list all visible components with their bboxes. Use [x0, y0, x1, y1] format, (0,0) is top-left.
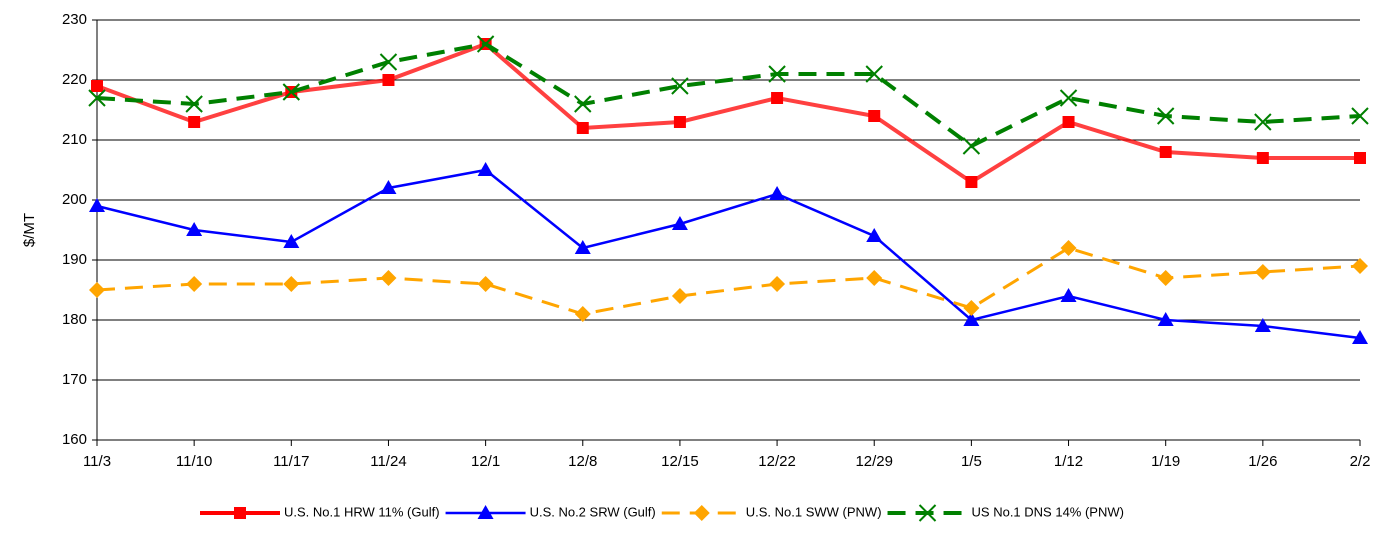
- marker: [1254, 113, 1272, 131]
- x-tick-label: 11/24: [370, 453, 406, 470]
- y-axis-label: $/MT: [21, 213, 38, 247]
- marker: [1254, 264, 1271, 280]
- marker: [477, 276, 494, 292]
- marker: [477, 162, 494, 176]
- marker: [1254, 318, 1271, 332]
- marker: [380, 180, 397, 194]
- marker: [866, 270, 883, 286]
- marker: [1156, 107, 1175, 125]
- marker: [89, 198, 105, 212]
- marker: [866, 228, 883, 242]
- marker: [1060, 288, 1077, 302]
- marker: [91, 80, 103, 92]
- x-tick-label: 1/19: [1151, 453, 1180, 470]
- y-tick-label: 160: [62, 431, 87, 448]
- marker: [673, 116, 686, 128]
- marker: [963, 312, 980, 326]
- marker: [477, 505, 494, 519]
- marker: [965, 176, 978, 188]
- x-tick-label: 11/10: [176, 453, 212, 470]
- marker: [283, 276, 300, 292]
- x-tick-label: 12/29: [855, 453, 893, 470]
- x-tick-label: 11/3: [83, 453, 111, 470]
- series-line: [96, 168, 1361, 340]
- x-tick-label: 12/1: [471, 453, 500, 470]
- x-tick-label: 1/26: [1248, 453, 1277, 470]
- marker: [1256, 152, 1269, 164]
- y-tick-label: 230: [62, 11, 87, 28]
- y-tick-label: 210: [62, 131, 87, 148]
- marker: [382, 74, 395, 86]
- y-tick-label: 190: [62, 251, 87, 268]
- marker: [671, 288, 688, 304]
- marker: [1157, 270, 1174, 286]
- marker: [574, 95, 592, 113]
- marker: [282, 83, 301, 101]
- x-tick-label: 12/22: [758, 453, 796, 470]
- marker: [1352, 330, 1368, 344]
- marker: [283, 234, 300, 248]
- y-tick-label: 200: [62, 191, 87, 208]
- marker: [769, 186, 786, 200]
- legend-label: U.S. No.1 SWW (PNW): [746, 504, 882, 519]
- marker: [574, 240, 591, 254]
- marker: [769, 276, 786, 292]
- marker: [1059, 89, 1078, 107]
- marker: [671, 216, 688, 230]
- legend-item: US No.1 DNS 14% (PNW): [887, 504, 1124, 522]
- marker: [868, 110, 881, 122]
- marker: [865, 65, 883, 83]
- marker: [962, 137, 981, 155]
- marker: [963, 300, 980, 316]
- marker: [1351, 107, 1369, 125]
- marker: [379, 53, 398, 71]
- legend-label: U.S. No.1 HRW 11% (Gulf): [284, 504, 440, 519]
- marker: [476, 35, 495, 53]
- marker: [1157, 312, 1174, 326]
- legend-item: U.S. No.2 SRW (Gulf): [445, 504, 656, 519]
- legend-label: US No.1 DNS 14% (PNW): [972, 504, 1124, 519]
- marker: [1354, 152, 1366, 164]
- marker: [576, 122, 589, 134]
- y-tick-label: 180: [62, 311, 87, 328]
- marker: [1062, 116, 1075, 128]
- series-line: [96, 41, 1361, 149]
- marker: [186, 222, 203, 236]
- y-tick-label: 220: [62, 71, 87, 88]
- x-tick-label: 12/8: [568, 453, 597, 470]
- x-tick-label: 1/12: [1054, 453, 1083, 470]
- marker: [186, 276, 203, 292]
- marker: [188, 116, 201, 128]
- marker: [574, 306, 591, 322]
- series-line: [96, 41, 1360, 185]
- marker: [1352, 258, 1368, 274]
- legend-label: U.S. No.2 SRW (Gulf): [530, 504, 656, 519]
- marker: [771, 92, 784, 104]
- marker: [234, 507, 246, 519]
- x-tick-label: 1/5: [961, 453, 982, 470]
- marker: [185, 95, 203, 113]
- marker: [1060, 240, 1077, 256]
- marker: [380, 270, 397, 286]
- x-tick-label: 2/2: [1350, 453, 1371, 470]
- marker: [768, 65, 786, 83]
- x-tick-label: 12/15: [661, 453, 699, 470]
- marker: [89, 282, 105, 298]
- marker: [693, 505, 710, 521]
- legend-item: U.S. No.1 SWW (PNW): [661, 504, 882, 521]
- marker: [671, 77, 689, 95]
- x-tick-label: 11/17: [273, 453, 309, 470]
- y-tick-label: 170: [62, 371, 87, 388]
- marker: [918, 504, 937, 522]
- series-line: [96, 246, 1361, 316]
- marker: [88, 89, 106, 107]
- marker: [1159, 146, 1172, 158]
- legend-item: U.S. No.1 HRW 11% (Gulf): [200, 504, 440, 519]
